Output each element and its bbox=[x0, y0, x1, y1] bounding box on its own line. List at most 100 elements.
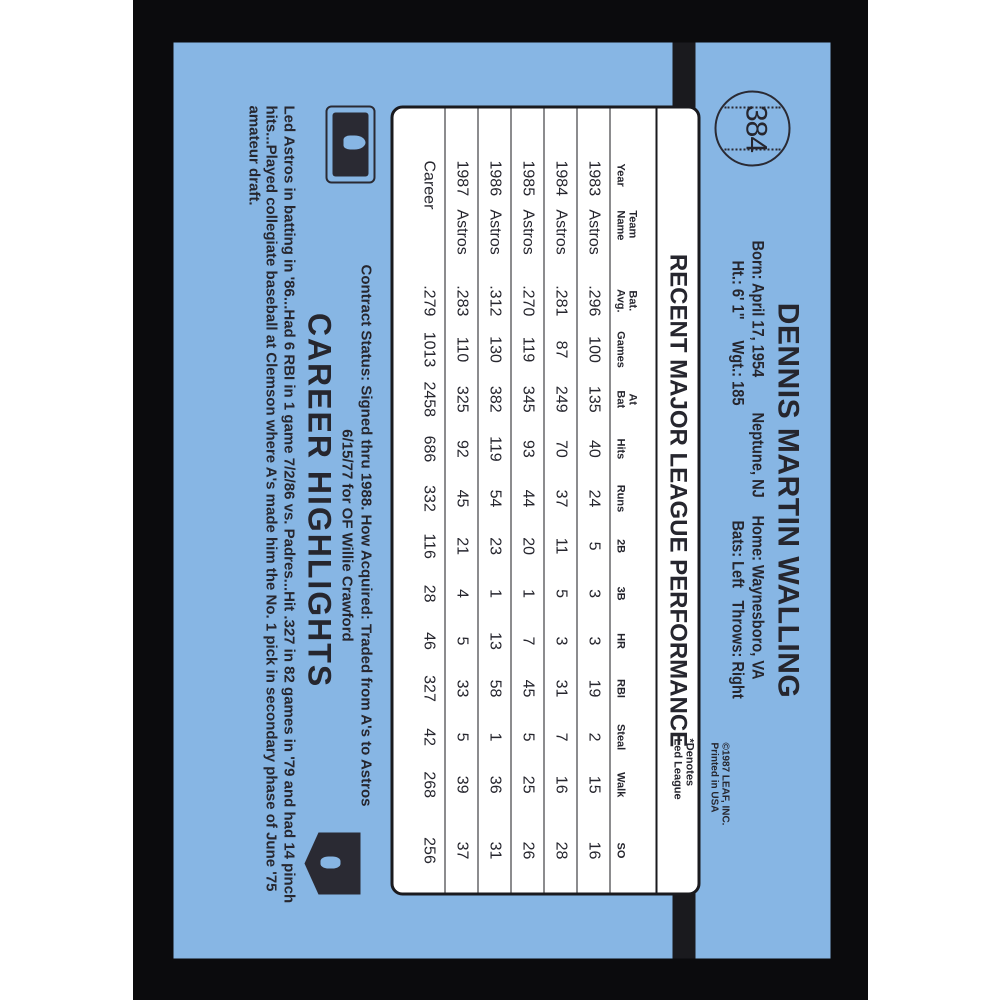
cell-hr: 3 bbox=[576, 617, 610, 664]
cell-hr: 3 bbox=[543, 617, 577, 664]
cell-games: 100 bbox=[576, 324, 610, 374]
cell-steal: 7 bbox=[543, 712, 577, 761]
cell-hr: 5 bbox=[444, 617, 478, 664]
header-avg: Bat. Avg. bbox=[609, 276, 656, 325]
header-line: At bbox=[626, 392, 638, 405]
cell-doubles: 11 bbox=[543, 522, 577, 569]
header-line bbox=[626, 664, 638, 712]
season-row: 1985 Astros .270 119 345 93 44 20 1 7 45 5 25 26 bbox=[510, 108, 544, 892]
cell-rbi: 33 bbox=[444, 663, 478, 713]
bio-bats: Bats: Left bbox=[728, 520, 747, 588]
cell-year: Career bbox=[412, 108, 445, 209]
cell-avg: .270 bbox=[510, 276, 544, 325]
header-line: 3B bbox=[614, 586, 626, 601]
cell-walk: 268 bbox=[412, 760, 445, 808]
cell-hits: 40 bbox=[576, 423, 610, 474]
cell-triples: 28 bbox=[412, 568, 445, 618]
note-line: *Denotes bbox=[683, 738, 695, 786]
bio-home: Home: Waynesboro, VA bbox=[748, 515, 767, 680]
career-row: Career .279 1013 2458 686 332 116 28 46 327 42 268 2… bbox=[412, 108, 445, 892]
header-team: Team Name bbox=[609, 208, 656, 277]
header-line: RBI bbox=[614, 678, 626, 698]
led-league-note: *Denotes Led League bbox=[671, 738, 695, 799]
season-row: 1984 Astros .281 87 249 70 37 11 5 3 31 7 16 28 bbox=[543, 108, 577, 892]
cell-so: 16 bbox=[576, 808, 610, 892]
cell-avg: .312 bbox=[477, 276, 511, 325]
header-line bbox=[626, 714, 638, 760]
header-line: Runs bbox=[614, 484, 626, 512]
cell-at-bat: 135 bbox=[576, 373, 610, 424]
cell-games: 87 bbox=[543, 324, 577, 374]
cell-so: 37 bbox=[444, 808, 478, 892]
header-line: HR bbox=[614, 632, 626, 649]
cell-year: 1987 bbox=[444, 108, 478, 209]
header-line bbox=[626, 425, 638, 473]
stats-header-row: Year Team Name Bat. Avg. Games At Bat Hits Run… bbox=[609, 108, 656, 892]
header-line bbox=[626, 163, 638, 208]
season-row: 1986 Astros .312 130 382 119 54 23 1 13 58 1 36 31 bbox=[477, 108, 511, 892]
header-walk: Walk bbox=[609, 760, 656, 808]
cell-so: 26 bbox=[510, 808, 544, 892]
cell-runs: 54 bbox=[477, 473, 511, 523]
cell-avg: .279 bbox=[412, 276, 445, 325]
cell-team: Astros bbox=[477, 208, 511, 277]
contract-status: Contract Status: Signed thru 1988. How A… bbox=[337, 185, 375, 885]
cell-so: 28 bbox=[543, 808, 577, 892]
header-line: Games bbox=[614, 330, 626, 368]
header-line: Year bbox=[614, 163, 626, 187]
cell-games: 119 bbox=[510, 324, 544, 374]
cell-rbi: 45 bbox=[510, 663, 544, 713]
header-doubles: 2B bbox=[609, 522, 656, 569]
header-line: Hits bbox=[614, 438, 626, 459]
header-line bbox=[626, 569, 638, 616]
cell-hr: 46 bbox=[412, 617, 445, 664]
header-line bbox=[626, 474, 638, 522]
cell-games: 110 bbox=[444, 324, 478, 374]
cell-avg: .283 bbox=[444, 276, 478, 325]
cell-walk: 16 bbox=[543, 760, 577, 808]
cell-doubles: 23 bbox=[477, 522, 511, 569]
cell-avg: .281 bbox=[543, 276, 577, 325]
cell-rbi: 327 bbox=[412, 663, 445, 713]
bio-birthplace: Neptune, NJ bbox=[748, 412, 767, 498]
cell-year: 1984 bbox=[543, 108, 577, 209]
cell-games: 1013 bbox=[412, 324, 445, 374]
cell-year: 1983 bbox=[576, 108, 610, 209]
cell-steal: 5 bbox=[444, 712, 478, 761]
season-row: 1983 Astros .296 100 135 40 24 5 3 3 19 2 15 16 bbox=[576, 108, 610, 892]
header-line bbox=[626, 325, 638, 373]
printed-line: Printed in USA bbox=[708, 742, 719, 813]
cell-triples: 1 bbox=[477, 568, 511, 618]
header-line: Bat bbox=[614, 389, 626, 408]
copyright-line: ©1987 LEAF, INC. bbox=[719, 742, 730, 825]
cell-team: Astros bbox=[576, 208, 610, 277]
cell-team bbox=[412, 208, 445, 277]
card-number: 384 bbox=[739, 104, 772, 152]
cell-walk: 39 bbox=[444, 760, 478, 808]
header-line: Avg. bbox=[614, 288, 626, 313]
header-hr: HR bbox=[609, 617, 656, 664]
header-triples: 3B bbox=[609, 568, 656, 618]
header-line bbox=[626, 809, 638, 891]
header-line: Team bbox=[626, 209, 638, 238]
cell-rbi: 31 bbox=[543, 663, 577, 713]
cell-runs: 37 bbox=[543, 473, 577, 523]
cell-steal: 1 bbox=[477, 712, 511, 761]
career-highlights-title: CAREER HIGHLIGHTS bbox=[301, 312, 337, 688]
cell-games: 130 bbox=[477, 324, 511, 374]
header-line: Name bbox=[614, 209, 626, 240]
cell-at-bat: 2458 bbox=[412, 373, 445, 424]
stats-table: Year Team Name Bat. Avg. Games At Bat Hits Run… bbox=[412, 108, 657, 892]
bio-throws: Throws: Right bbox=[728, 600, 747, 699]
cell-doubles: 116 bbox=[412, 522, 445, 569]
cell-year: 1986 bbox=[477, 108, 511, 209]
bio-height: Ht.: 6' 1" bbox=[728, 260, 747, 320]
cell-at-bat: 249 bbox=[543, 373, 577, 424]
cell-doubles: 21 bbox=[444, 522, 478, 569]
cell-at-bat: 382 bbox=[477, 373, 511, 424]
header-line: Bat. bbox=[626, 289, 638, 311]
cell-rbi: 19 bbox=[576, 663, 610, 713]
career-highlights-text: Led Astros in batting in '86...Had 6 RBI… bbox=[245, 105, 297, 903]
cell-hits: 93 bbox=[510, 423, 544, 474]
cell-triples: 5 bbox=[543, 568, 577, 618]
